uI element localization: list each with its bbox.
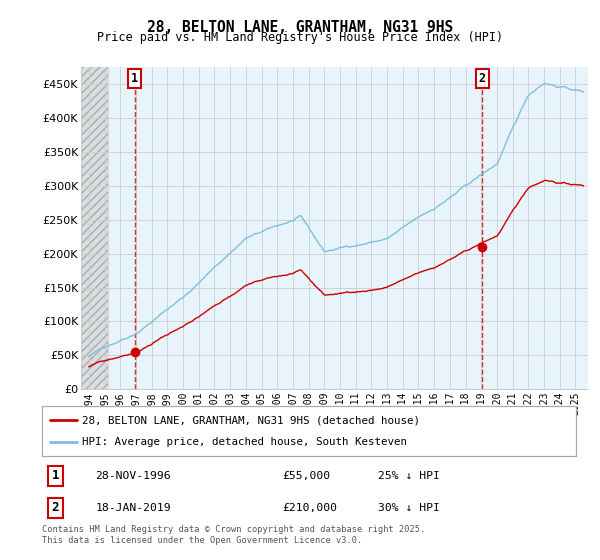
Bar xyxy=(81,67,107,389)
Text: 28, BELTON LANE, GRANTHAM, NG31 9HS: 28, BELTON LANE, GRANTHAM, NG31 9HS xyxy=(147,20,453,35)
Text: 28, BELTON LANE, GRANTHAM, NG31 9HS (detached house): 28, BELTON LANE, GRANTHAM, NG31 9HS (det… xyxy=(82,415,420,425)
Bar xyxy=(81,67,107,389)
Text: Price paid vs. HM Land Registry's House Price Index (HPI): Price paid vs. HM Land Registry's House … xyxy=(97,31,503,44)
Text: 1: 1 xyxy=(52,469,59,482)
Text: Contains HM Land Registry data © Crown copyright and database right 2025.
This d: Contains HM Land Registry data © Crown c… xyxy=(42,525,425,545)
Text: 2: 2 xyxy=(478,72,485,85)
Text: 28-NOV-1996: 28-NOV-1996 xyxy=(95,470,171,480)
Text: 1: 1 xyxy=(131,72,138,85)
Text: £210,000: £210,000 xyxy=(283,503,337,513)
Text: £55,000: £55,000 xyxy=(283,470,331,480)
Text: 30% ↓ HPI: 30% ↓ HPI xyxy=(379,503,440,513)
Text: 18-JAN-2019: 18-JAN-2019 xyxy=(95,503,171,513)
Text: HPI: Average price, detached house, South Kesteven: HPI: Average price, detached house, Sout… xyxy=(82,437,407,447)
Text: 25% ↓ HPI: 25% ↓ HPI xyxy=(379,470,440,480)
Text: 2: 2 xyxy=(52,501,59,514)
